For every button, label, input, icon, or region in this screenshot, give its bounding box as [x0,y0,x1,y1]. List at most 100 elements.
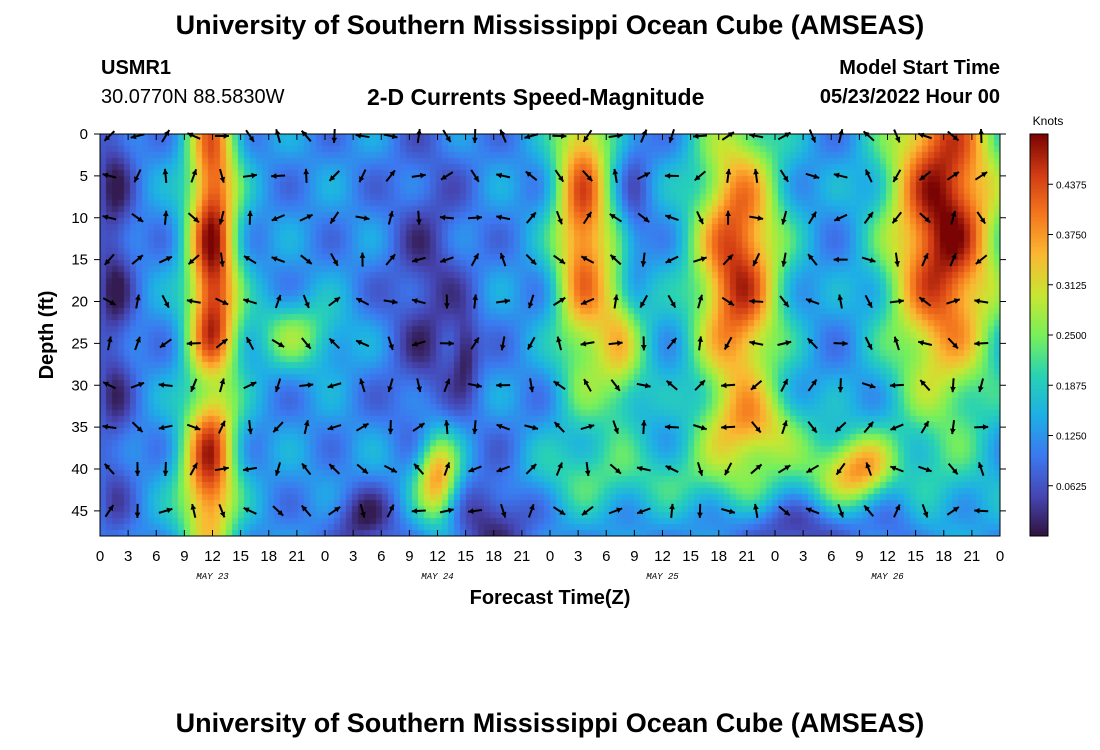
current-vector-arrow [805,507,820,515]
vector-head [890,465,897,472]
x-tick-label: 15 [232,548,249,565]
vector-head [327,424,334,431]
current-vector-arrow [245,129,255,143]
vector-head [697,469,704,476]
vector-head [222,299,229,305]
current-vector-arrow [833,172,848,179]
vector-head [499,253,506,259]
vector-head [247,428,254,435]
current-vector-arrow [472,294,479,309]
current-vector-arrow [133,169,142,183]
current-vector-arrow [693,256,707,263]
vector-head [103,381,110,388]
vector-head [360,511,366,518]
current-vector-arrow [300,130,312,142]
current-vector-arrow [186,298,201,305]
current-vector-arrow [750,463,763,475]
vector-head [700,256,707,262]
vector-head [978,386,984,393]
current-vector-arrow [496,172,511,179]
current-vector-arrow [609,463,622,475]
current-vector-arrow [805,464,820,474]
current-vector-arrow [102,214,117,221]
current-vector-arrow [946,298,961,305]
current-vector-arrow [667,294,677,309]
current-vector-arrow [525,253,537,266]
current-vector-arrow [471,420,478,435]
vector-head [670,301,676,308]
vector-head [643,216,650,223]
vector-head [583,135,589,142]
vector-head [134,176,140,183]
vector-head [923,253,929,260]
vector-head [664,424,671,430]
vector-head [307,382,314,388]
current-vector-arrow [499,252,507,267]
vector-head [303,168,310,175]
current-vector-arrow [781,210,788,225]
vector-head [162,210,169,217]
current-vector-arrow [215,338,229,349]
current-vector-arrow [106,336,113,351]
current-vector-arrow [609,213,623,223]
current-vector-arrow [552,296,566,307]
vector-head [785,340,792,346]
vector-head [898,298,904,305]
vector-head [833,172,840,179]
vector-head [581,256,588,262]
vector-head [784,465,791,471]
current-vector-arrow [470,169,480,183]
current-vector-arrow [470,336,480,350]
vector-head [613,294,619,301]
vector-head [158,382,165,388]
vector-head [867,421,874,428]
current-vector-arrow [977,462,985,476]
vector-head [636,465,643,472]
x-tick-label: 9 [630,548,638,565]
vector-head [243,298,250,304]
current-vector-arrow [496,465,511,473]
vector-head [158,424,165,431]
current-vector-arrow [186,423,201,431]
vector-head [806,467,813,473]
current-vector-arrow [243,381,257,390]
vector-head [532,424,539,431]
date-label: MAY 23 [196,572,229,582]
current-vector-arrow [158,382,173,388]
vector-head [447,507,454,514]
vector-head [981,172,988,178]
colorbar-tick-label: 0.1250 [1056,432,1087,443]
vector-head [388,344,394,351]
vector-head [418,423,425,429]
vector-head [640,301,646,308]
vector-head [556,336,562,343]
vector-head [274,386,281,392]
vector-head [697,512,703,518]
vector-head [617,340,623,347]
vector-head [391,298,398,305]
current-vector-arrow [918,465,932,473]
current-vector-arrow [359,378,366,393]
current-vector-arrow [582,129,593,143]
current-vector-arrow [103,463,115,475]
current-vector-arrow [303,168,310,183]
vector-head [952,506,959,513]
vector-head [753,168,759,175]
vector-head [107,505,114,512]
current-vector-arrow [837,294,844,309]
current-vector-arrow [355,297,370,306]
current-vector-arrow [978,378,985,393]
vector-head [104,463,111,470]
current-vector-arrow [159,338,172,349]
colorbar-tick-label: 0.3125 [1056,281,1087,292]
vector-head [476,382,482,389]
current-vector-arrow [444,294,450,309]
current-vector-arrow [527,294,535,309]
vector-head [387,386,393,392]
current-vector-arrow [355,215,370,221]
vector-head [697,294,704,301]
y-tick-label: 15 [71,252,88,269]
current-vector-arrow [946,506,960,516]
current-vector-arrow [753,503,759,518]
current-vector-arrow [552,506,566,516]
